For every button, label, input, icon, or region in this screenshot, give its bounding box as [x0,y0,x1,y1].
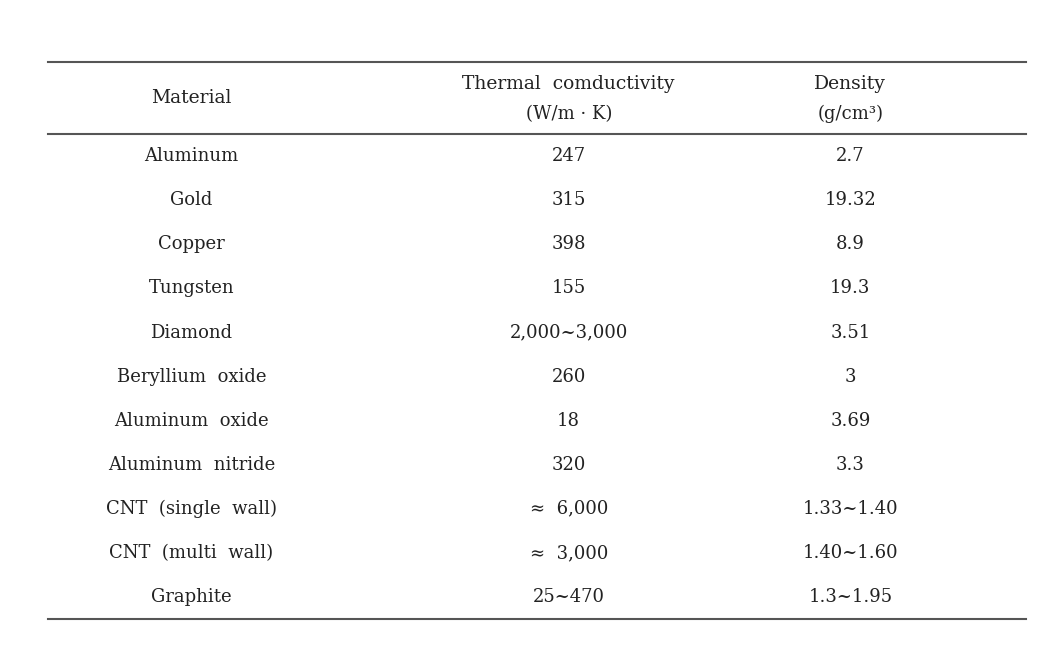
Text: 3.69: 3.69 [830,412,871,430]
Text: 2.7: 2.7 [837,147,864,165]
Text: 3.51: 3.51 [830,324,871,341]
Text: Graphite: Graphite [151,588,232,606]
Text: Copper: Copper [158,235,224,253]
Text: Tungsten: Tungsten [149,280,234,297]
Text: CNT  (multi  wall): CNT (multi wall) [109,544,273,562]
Text: Gold: Gold [170,191,213,210]
Text: Aluminum  nitride: Aluminum nitride [107,456,275,474]
Text: ≈  6,000: ≈ 6,000 [529,500,608,518]
Text: ≈  3,000: ≈ 3,000 [529,544,608,562]
Text: 8.9: 8.9 [836,235,865,253]
Text: 1.33~1.40: 1.33~1.40 [803,500,898,518]
Text: 247: 247 [552,147,586,165]
Text: 19.3: 19.3 [830,280,871,297]
Text: 315: 315 [552,191,586,210]
Text: 18: 18 [557,412,580,430]
Text: 3: 3 [845,367,856,386]
Text: 1.40~1.60: 1.40~1.60 [803,544,898,562]
Text: Material: Material [151,89,232,107]
Text: Beryllium  oxide: Beryllium oxide [117,367,266,386]
Text: 19.32: 19.32 [825,191,876,210]
Text: 320: 320 [552,456,586,474]
Text: Diamond: Diamond [150,324,233,341]
Text: 25~470: 25~470 [533,588,605,606]
Text: 398: 398 [552,235,586,253]
Text: Aluminum: Aluminum [145,147,238,165]
Text: 2,000~3,000: 2,000~3,000 [509,324,628,341]
Text: Density: Density [814,75,887,93]
Text: CNT  (single  wall): CNT (single wall) [106,500,276,518]
Text: Thermal  comductivity: Thermal comductivity [462,75,675,93]
Text: 1.3~1.95: 1.3~1.95 [808,588,893,606]
Text: 155: 155 [552,280,586,297]
Text: Aluminum  oxide: Aluminum oxide [114,412,269,430]
Text: (W/m · K): (W/m · K) [525,105,612,123]
Text: 3.3: 3.3 [836,456,865,474]
Text: (g/cm³): (g/cm³) [817,105,883,123]
Text: 260: 260 [552,367,586,386]
